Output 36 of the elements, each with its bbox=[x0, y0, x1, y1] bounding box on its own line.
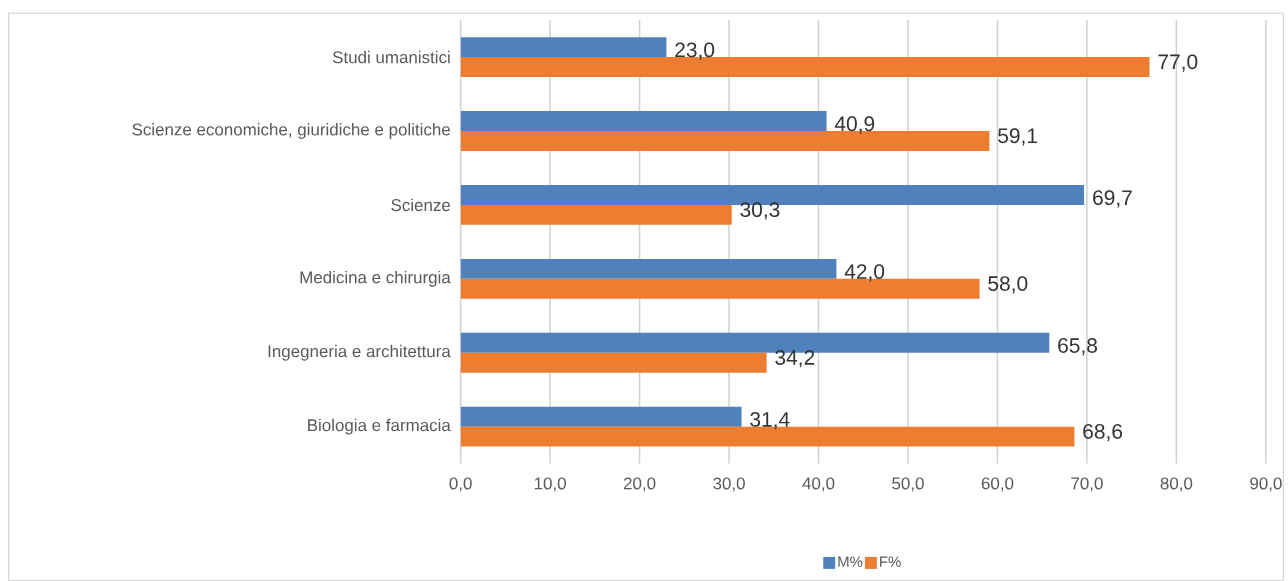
x-tick-label: 20,0 bbox=[623, 477, 656, 492]
y-tick-label: Scienze bbox=[391, 198, 451, 211]
data-label: 34,2 bbox=[775, 349, 815, 368]
y-tick-label: Studi umanistici bbox=[332, 50, 450, 64]
data-label: 30,3 bbox=[740, 202, 780, 220]
data-label: 40,9 bbox=[834, 116, 875, 134]
legend-label: F% bbox=[880, 556, 901, 567]
y-tick-label: Scienze economiche, giuridiche e politiche bbox=[132, 122, 450, 139]
x-tick-label: 90,0 bbox=[1250, 477, 1282, 492]
data-label: 42,0 bbox=[844, 264, 885, 282]
y-tick-label: Ingegneria e architettura bbox=[268, 344, 451, 361]
data-label: 31,4 bbox=[750, 411, 790, 430]
data-label: 77,0 bbox=[1158, 54, 1198, 72]
x-tick-label: 50,0 bbox=[892, 477, 924, 492]
x-tick-label: 10,0 bbox=[534, 477, 566, 492]
x-tick-label: 60,0 bbox=[981, 477, 1014, 492]
bar bbox=[460, 258, 837, 279]
bar bbox=[460, 406, 742, 427]
x-tick-label: 40,0 bbox=[802, 477, 835, 492]
x-tick-label: 0,0 bbox=[449, 477, 472, 492]
legend-label: M% bbox=[838, 556, 863, 567]
bar bbox=[460, 36, 667, 57]
x-tick-label: 30,0 bbox=[713, 477, 745, 492]
data-label: 69,7 bbox=[1093, 190, 1132, 208]
y-tick-label: Biologia e farmacia bbox=[308, 418, 451, 435]
x-tick-label: 70,0 bbox=[1071, 477, 1103, 492]
bar bbox=[460, 352, 767, 373]
y-tick-label: Medicina e chirurgia bbox=[300, 270, 451, 287]
data-label: 65,8 bbox=[1058, 337, 1097, 356]
data-label: 68,6 bbox=[1083, 423, 1123, 442]
bar bbox=[460, 110, 827, 131]
data-label: 58,0 bbox=[988, 275, 1028, 294]
x-tick-label: 80,0 bbox=[1160, 477, 1193, 492]
data-label: 23,0 bbox=[675, 42, 715, 60]
bar bbox=[460, 204, 732, 225]
data-label: 59,1 bbox=[998, 128, 1037, 146]
